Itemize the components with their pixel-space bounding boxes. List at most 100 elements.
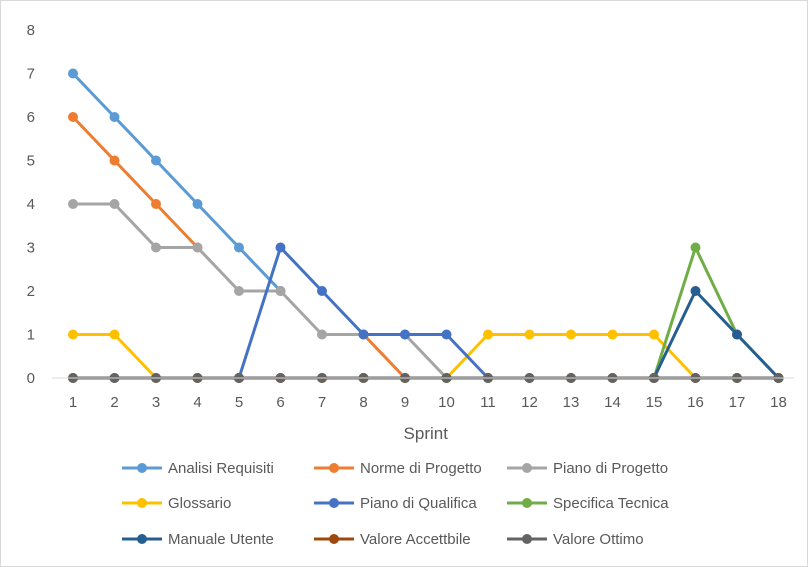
legend-item: Specifica Tecnica — [507, 495, 669, 512]
data-point — [690, 242, 701, 253]
legend-label: Manuale Utente — [168, 531, 274, 548]
x-tick-label: 13 — [563, 394, 580, 411]
data-point — [690, 286, 701, 296]
series-line — [362, 333, 407, 380]
data-point — [358, 329, 369, 340]
data-point — [151, 242, 161, 253]
legend-label: Valore Accettbile — [360, 531, 471, 548]
series-line — [73, 202, 448, 380]
data-point — [275, 242, 286, 253]
legend-label: Norme di Progetto — [360, 460, 482, 477]
data-point — [234, 242, 244, 253]
y-tick-label: 1 — [27, 327, 35, 344]
legend: Analisi Requisiti Norme di Progetto Piano … — [122, 460, 669, 548]
x-tick-label: 3 — [152, 394, 160, 411]
x-tick-label: 7 — [318, 394, 326, 411]
series-line — [71, 72, 282, 293]
data-point — [317, 286, 327, 296]
x-tick-label: 5 — [235, 394, 243, 411]
data-point — [400, 329, 410, 340]
x-axis-title: Sprint — [404, 424, 449, 443]
data-point — [192, 199, 203, 209]
data-point — [68, 68, 78, 79]
legend-item: Valore Ottimo — [507, 531, 644, 548]
legend-swatch-marker — [329, 498, 339, 508]
legend-label: Glossario — [168, 495, 231, 512]
series-line — [237, 246, 490, 380]
data-point — [649, 329, 659, 340]
x-tick-label: 14 — [604, 394, 621, 411]
legend-label: Piano di Qualifica — [360, 495, 477, 512]
data-point — [607, 329, 618, 340]
legend-swatch-marker — [329, 534, 339, 544]
y-tick-label: 8 — [27, 22, 35, 39]
series-analisi-requisiti — [68, 68, 286, 296]
y-axis-ticks: 0 1 2 3 4 5 6 7 8 — [27, 22, 35, 387]
data-point — [732, 329, 742, 340]
series-line — [71, 115, 199, 249]
legend-label: Piano di Progetto — [553, 460, 668, 477]
plot-lines — [68, 68, 784, 383]
x-tick-label: 16 — [687, 394, 704, 411]
legend-swatch-marker — [522, 534, 532, 544]
legend-item: Piano di Qualifica — [314, 495, 477, 512]
legend-label: Valore Ottimo — [553, 531, 644, 548]
data-point — [483, 329, 493, 340]
y-tick-label: 6 — [27, 109, 35, 126]
data-point — [109, 329, 120, 340]
x-axis-ticks: 1 2 3 4 5 6 7 8 9 10 11 12 13 14 15 16 17 18 — [69, 394, 787, 411]
legend-item: Analisi Requisiti — [122, 460, 274, 477]
legend-swatch-marker — [137, 463, 147, 473]
legend-swatch-marker — [137, 534, 147, 544]
data-point — [109, 112, 120, 122]
x-tick-label: 1 — [69, 394, 77, 411]
x-tick-label: 18 — [770, 394, 787, 411]
data-point — [524, 329, 535, 340]
data-point — [234, 286, 244, 296]
series-piano-di-progetto — [68, 199, 452, 383]
data-point — [151, 155, 161, 166]
data-point — [68, 199, 78, 209]
x-tick-label: 6 — [276, 394, 284, 411]
legend-swatch-marker — [522, 463, 532, 473]
legend-item: Piano di Progetto — [507, 460, 668, 477]
legend-swatch-marker — [329, 463, 339, 473]
y-tick-label: 2 — [27, 283, 35, 300]
x-tick-label: 11 — [480, 394, 496, 411]
legend-label: Analisi Requisiti — [168, 460, 274, 477]
data-point — [441, 329, 452, 340]
legend-item: Glossario — [122, 495, 231, 512]
x-tick-label: 15 — [646, 394, 663, 411]
data-point — [151, 199, 161, 209]
legend-label: Specifica Tecnica — [553, 495, 669, 512]
legend-item: Valore Accettbile — [314, 531, 471, 548]
data-point — [68, 329, 78, 340]
data-point — [68, 112, 78, 122]
x-tick-label: 8 — [359, 394, 367, 411]
y-tick-label: 3 — [27, 240, 35, 257]
data-point — [109, 199, 120, 209]
x-tick-label: 9 — [401, 394, 409, 411]
legend-item: Manuale Utente — [122, 531, 274, 548]
x-tick-label: 12 — [521, 394, 538, 411]
data-point — [566, 329, 576, 340]
x-tick-label: 17 — [729, 394, 746, 411]
legend-swatch-marker — [137, 498, 147, 508]
series-line — [652, 289, 780, 380]
data-point — [192, 242, 203, 253]
y-tick-label: 0 — [27, 370, 35, 387]
data-point — [275, 286, 286, 296]
legend-swatch-marker — [522, 498, 532, 508]
y-tick-label: 4 — [27, 196, 35, 213]
x-tick-label: 10 — [438, 394, 455, 411]
y-tick-label: 5 — [27, 153, 35, 170]
y-tick-label: 7 — [27, 66, 35, 83]
data-point — [109, 155, 120, 166]
series-piano-di-qualifica — [234, 242, 493, 383]
x-tick-label: 4 — [193, 394, 201, 411]
legend-item: Norme di Progetto — [314, 460, 482, 477]
x-tick-label: 2 — [110, 394, 118, 411]
data-point — [317, 329, 327, 340]
